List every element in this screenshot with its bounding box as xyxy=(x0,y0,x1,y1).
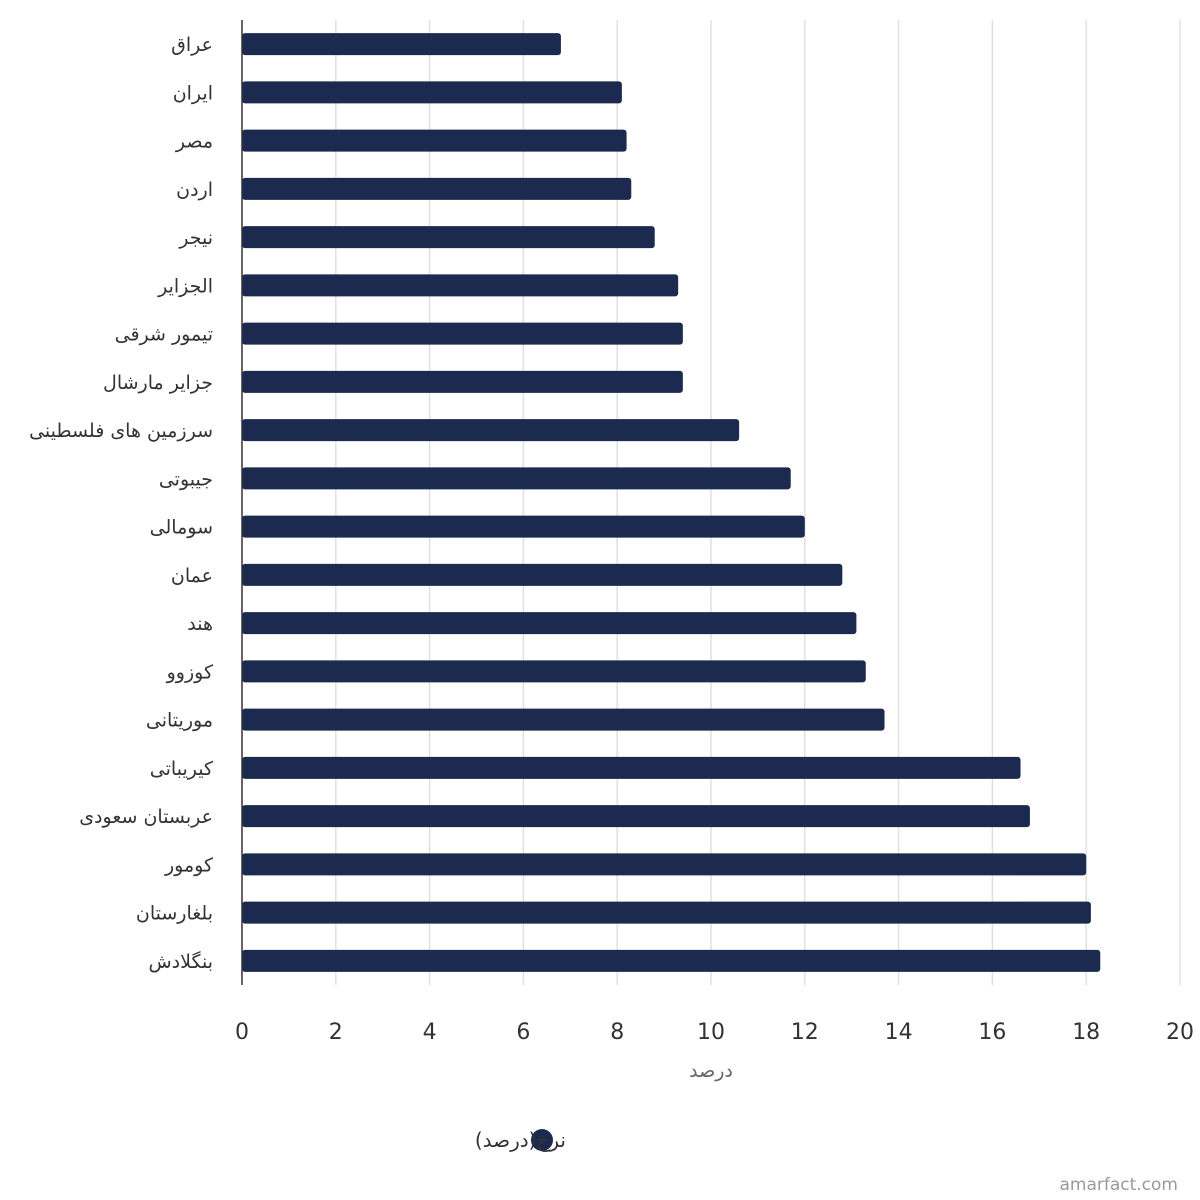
x-tick-label: 8 xyxy=(610,1020,624,1045)
category-label: سومالی xyxy=(150,517,213,539)
bar[interactable] xyxy=(242,177,632,200)
x-tick-label: 6 xyxy=(516,1020,530,1045)
bar[interactable] xyxy=(242,563,843,586)
credit-text[interactable]: amarfact.com xyxy=(1059,1175,1178,1195)
bar[interactable] xyxy=(242,129,627,152)
category-labels: عراق ایران مصر اردن نیجر الجزایر تیمور شرقی جزا… xyxy=(29,34,214,973)
bar[interactable] xyxy=(242,708,885,731)
x-tick-label: 4 xyxy=(423,1020,437,1045)
category-label: کوزوو xyxy=(166,661,214,683)
category-label: سرزمین های فلسطینی xyxy=(29,420,213,442)
x-axis-title: درصد xyxy=(689,1060,733,1082)
bar[interactable] xyxy=(242,949,1101,972)
bar[interactable] xyxy=(242,419,740,442)
bar[interactable] xyxy=(242,660,866,683)
bar[interactable] xyxy=(242,467,791,490)
category-label: الجزایر xyxy=(157,275,213,297)
category-label: مصر xyxy=(175,131,213,153)
category-label: نیجر xyxy=(178,227,213,249)
bars xyxy=(242,33,1101,972)
legend-label: نرخ(درصد) xyxy=(475,1128,566,1152)
category-label: بنگلادش xyxy=(148,950,213,973)
x-tick-label: 12 xyxy=(791,1020,819,1045)
grid-lines xyxy=(335,20,1181,985)
x-tick-label: 10 xyxy=(697,1020,725,1045)
bar[interactable] xyxy=(242,756,1021,779)
bar[interactable] xyxy=(242,322,683,345)
x-tick-labels: 0 2 4 6 8 10 12 14 16 18 20 xyxy=(235,1020,1194,1045)
bar[interactable] xyxy=(242,805,1030,828)
category-label: جیبوتی xyxy=(159,468,213,490)
x-tick-label: 14 xyxy=(885,1020,913,1045)
bar[interactable] xyxy=(242,33,561,56)
category-label: بلغارستان xyxy=(136,903,213,925)
bar[interactable] xyxy=(242,612,857,635)
bar[interactable] xyxy=(242,226,655,249)
category-label: تیمور شرقی xyxy=(115,324,213,346)
category-label: هند xyxy=(187,613,213,635)
bar[interactable] xyxy=(242,370,683,393)
category-label: کیریباتی xyxy=(150,758,214,780)
bar[interactable] xyxy=(242,274,679,297)
category-label: کومور xyxy=(164,854,214,876)
category-label: موریتانی xyxy=(146,710,213,732)
category-label: عمان xyxy=(171,565,213,587)
x-tick-label: 16 xyxy=(978,1020,1006,1045)
category-label: ایران xyxy=(173,82,213,104)
legend-marker xyxy=(531,1129,553,1151)
category-label: جزایر مارشال xyxy=(103,372,213,394)
x-tick-label: 2 xyxy=(329,1020,343,1045)
x-tick-label: 20 xyxy=(1166,1020,1194,1045)
category-label: اردن xyxy=(176,179,213,201)
bar[interactable] xyxy=(242,81,622,104)
category-label: عربستان سعودی xyxy=(79,806,213,828)
category-label: عراق xyxy=(171,34,213,56)
x-tick-label: 0 xyxy=(235,1020,249,1045)
bar[interactable] xyxy=(242,853,1087,876)
bar[interactable] xyxy=(242,515,805,538)
x-tick-label: 18 xyxy=(1072,1020,1100,1045)
bar[interactable] xyxy=(242,901,1091,924)
legend[interactable]: نرخ(درصد) xyxy=(475,1128,566,1152)
